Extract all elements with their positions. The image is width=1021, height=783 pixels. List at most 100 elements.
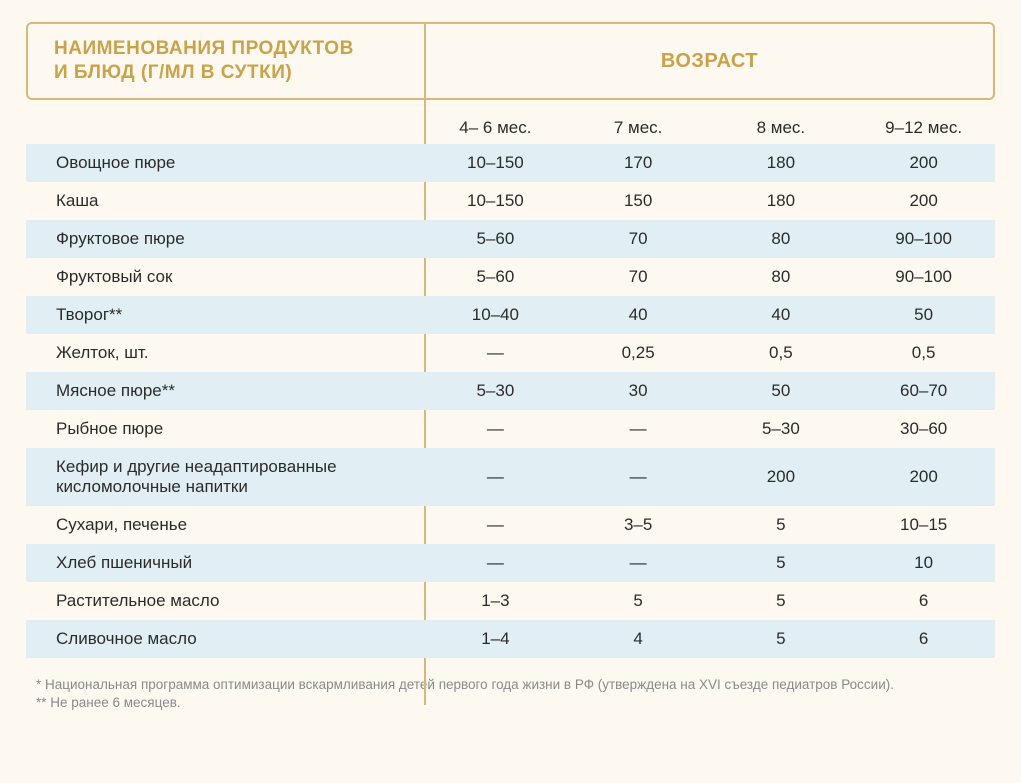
cell: — xyxy=(424,553,567,573)
cell: 50 xyxy=(852,305,995,325)
table-header: НАИМЕНОВАНИЯ ПРОДУКТОВ И БЛЮД (Г/МЛ В СУ… xyxy=(26,22,995,100)
cell: 5 xyxy=(710,591,853,611)
table-row: Сливочное масло1–4456 xyxy=(26,620,995,658)
cell: 10 xyxy=(852,553,995,573)
row-label: Мясное пюре** xyxy=(26,381,424,401)
row-data-area: 10–150150180200 xyxy=(424,191,995,211)
table-row: Сухари, печенье—3–5510–15 xyxy=(26,506,995,544)
cell: 0,5 xyxy=(710,343,853,363)
cell: 200 xyxy=(852,191,995,211)
table-row: Фруктовое пюре5–60708090–100 xyxy=(26,220,995,258)
age-col-1: 7 мес. xyxy=(567,118,710,138)
table-row: Желток, шт.—0,250,50,5 xyxy=(26,334,995,372)
row-data-area: —0,250,50,5 xyxy=(424,343,995,363)
cell: — xyxy=(567,553,710,573)
cell: 4 xyxy=(567,629,710,649)
cell: 30–60 xyxy=(852,419,995,439)
cell: 5 xyxy=(567,591,710,611)
header-left-line1: НАИМЕНОВАНИЯ ПРОДУКТОВ xyxy=(54,37,424,61)
header-left-line2: И БЛЮД (Г/МЛ В СУТКИ) xyxy=(54,61,424,85)
cell: 1–4 xyxy=(424,629,567,649)
cell: 70 xyxy=(567,267,710,287)
table-body: Овощное пюре10–150170180200Каша10–150150… xyxy=(26,144,995,658)
age-col-0: 4– 6 мес. xyxy=(424,118,567,138)
row-label: Кефир и другие неадаптированные кисломол… xyxy=(26,457,424,498)
cell: 80 xyxy=(710,229,853,249)
row-data-area: ——510 xyxy=(424,553,995,573)
age-header-row: 4– 6 мес. 7 мес. 8 мес. 9–12 мес. xyxy=(26,100,995,144)
row-label: Растительное масло xyxy=(26,591,424,611)
header-right-title: ВОЗРАСТ xyxy=(426,49,993,74)
cell: 3–5 xyxy=(567,515,710,535)
row-label: Хлеб пшеничный xyxy=(26,553,424,573)
cell: 10–40 xyxy=(424,305,567,325)
cell: 5 xyxy=(710,515,853,535)
age-col-3: 9–12 мес. xyxy=(852,118,995,138)
row-data-area: 5–60708090–100 xyxy=(424,267,995,287)
table-row: Хлеб пшеничный——510 xyxy=(26,544,995,582)
cell: — xyxy=(424,419,567,439)
row-data-area: 5–30305060–70 xyxy=(424,381,995,401)
table-row: Овощное пюре10–150170180200 xyxy=(26,144,995,182)
cell: 200 xyxy=(710,467,853,487)
cell: 40 xyxy=(567,305,710,325)
cell: 170 xyxy=(567,153,710,173)
cell: 30 xyxy=(567,381,710,401)
cell: 90–100 xyxy=(852,267,995,287)
cell: 40 xyxy=(710,305,853,325)
cell: 180 xyxy=(710,153,853,173)
row-label: Сливочное масло xyxy=(26,629,424,649)
row-label: Каша xyxy=(26,191,424,211)
table-row: Кефир и другие неадаптированные кисломол… xyxy=(26,448,995,506)
cell: 180 xyxy=(710,191,853,211)
row-label: Творог** xyxy=(26,305,424,325)
cell: 50 xyxy=(710,381,853,401)
table-row: Рыбное пюре——5–3030–60 xyxy=(26,410,995,448)
cell: 60–70 xyxy=(852,381,995,401)
cell: 5–30 xyxy=(710,419,853,439)
cell: 200 xyxy=(852,153,995,173)
cell: 90–100 xyxy=(852,229,995,249)
row-data-area: —3–5510–15 xyxy=(424,515,995,535)
cell: — xyxy=(424,515,567,535)
footnote-0: * Национальная программа оптимизации вск… xyxy=(36,676,995,694)
table-row: Мясное пюре**5–30305060–70 xyxy=(26,372,995,410)
table-row: Творог**10–40404050 xyxy=(26,296,995,334)
row-data-area: ——200200 xyxy=(424,467,995,487)
cell: — xyxy=(424,467,567,487)
header-left-cell: НАИМЕНОВАНИЯ ПРОДУКТОВ И БЛЮД (Г/МЛ В СУ… xyxy=(28,24,426,98)
row-label: Фруктовый сок xyxy=(26,267,424,287)
cell: 6 xyxy=(852,629,995,649)
table-row: Каша10–150150180200 xyxy=(26,182,995,220)
cell: 5–60 xyxy=(424,229,567,249)
cell: 5 xyxy=(710,553,853,573)
cell: 1–3 xyxy=(424,591,567,611)
cell: — xyxy=(567,467,710,487)
age-header-cells: 4– 6 мес. 7 мес. 8 мес. 9–12 мес. xyxy=(424,118,995,138)
row-data-area: 5–60708090–100 xyxy=(424,229,995,249)
footnotes-block: * Национальная программа оптимизации вск… xyxy=(26,676,995,712)
cell: — xyxy=(424,343,567,363)
cell: 5–30 xyxy=(424,381,567,401)
cell: 5–60 xyxy=(424,267,567,287)
row-data-area: 1–3556 xyxy=(424,591,995,611)
cell: 150 xyxy=(567,191,710,211)
row-label: Овощное пюре xyxy=(26,153,424,173)
cell: 10–15 xyxy=(852,515,995,535)
cell: 6 xyxy=(852,591,995,611)
cell: 10–150 xyxy=(424,191,567,211)
row-label: Фруктовое пюре xyxy=(26,229,424,249)
age-col-2: 8 мес. xyxy=(710,118,853,138)
row-data-area: ——5–3030–60 xyxy=(424,419,995,439)
row-data-area: 10–40404050 xyxy=(424,305,995,325)
row-label: Сухари, печенье xyxy=(26,515,424,535)
row-data-area: 10–150170180200 xyxy=(424,153,995,173)
cell: 200 xyxy=(852,467,995,487)
cell: 0,25 xyxy=(567,343,710,363)
page-container: НАИМЕНОВАНИЯ ПРОДУКТОВ И БЛЮД (Г/МЛ В СУ… xyxy=(0,0,1021,730)
table-row: Фруктовый сок5–60708090–100 xyxy=(26,258,995,296)
cell: 70 xyxy=(567,229,710,249)
header-right-cell: ВОЗРАСТ xyxy=(426,49,993,74)
cell: 0,5 xyxy=(852,343,995,363)
cell: — xyxy=(567,419,710,439)
